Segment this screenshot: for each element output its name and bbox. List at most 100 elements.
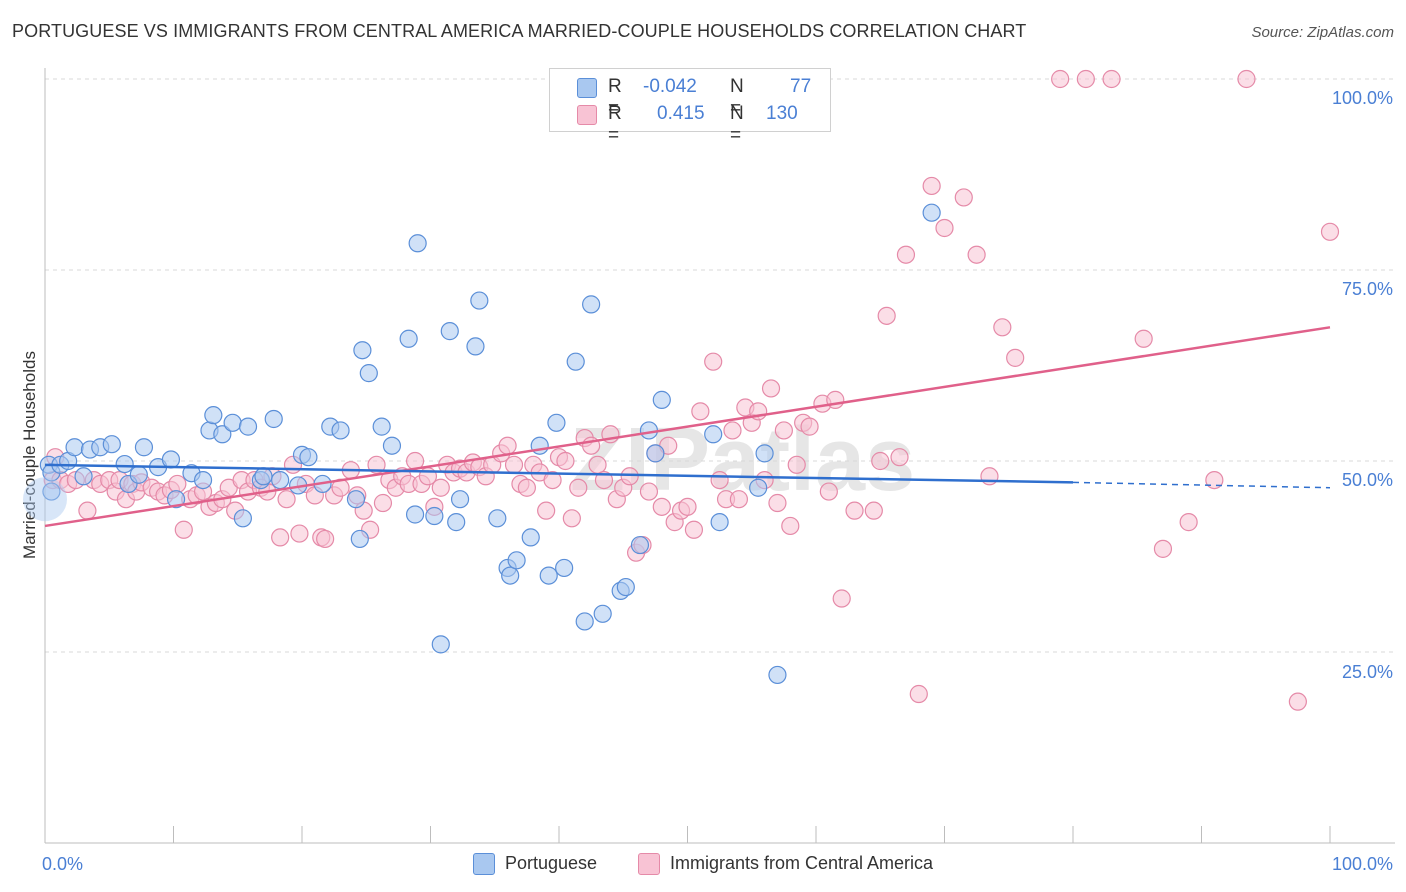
central-america-point [1051, 69, 1070, 89]
portuguese-point [450, 490, 470, 509]
central-america-point [723, 421, 742, 440]
central-america-point [1179, 513, 1198, 532]
central-america-point [504, 455, 524, 474]
portuguese-point [539, 566, 558, 585]
central-america-point [691, 402, 710, 421]
portuguese-point [115, 454, 134, 474]
portuguese-point [399, 329, 418, 348]
portuguese-point [299, 448, 318, 467]
central-america-point [954, 188, 973, 207]
portuguese-point [74, 467, 93, 486]
central-america-point [935, 218, 954, 238]
central-america-point [710, 471, 729, 490]
central-america-point [517, 478, 536, 497]
legend-r-value: -0.042 [643, 76, 697, 97]
central-america-point [1205, 471, 1224, 490]
portuguese-point [566, 352, 585, 371]
source-credit: Source: ZipAtlas.com [1251, 24, 1394, 41]
central-america-swatch [577, 105, 597, 125]
central-america-point [819, 482, 838, 501]
central-america-point [800, 417, 819, 436]
central-america-point [562, 509, 581, 528]
central-america-point [543, 471, 562, 490]
portuguese-point [350, 529, 369, 549]
central-america-point [174, 520, 193, 539]
legend-r-value: 0.415 [657, 103, 705, 124]
central-america-point [877, 306, 896, 325]
y-tick-label: 50.0% [1342, 470, 1393, 490]
portuguese-point [382, 436, 402, 455]
portuguese-point [755, 444, 774, 463]
portuguese-point [129, 465, 148, 484]
portuguese-point [582, 295, 601, 314]
central-america-point [1102, 69, 1121, 89]
portuguese-point [346, 490, 366, 509]
portuguese-point [646, 444, 665, 463]
portuguese-point [193, 471, 213, 490]
portuguese-point [555, 558, 574, 578]
portuguese-point [359, 364, 378, 383]
central-america-point [652, 497, 671, 516]
central-america-point [556, 451, 575, 471]
portuguese-point [65, 438, 84, 457]
central-america-point [967, 245, 986, 264]
portuguese-trend-line [44, 463, 1074, 484]
central-america-point [1134, 329, 1153, 348]
central-america-point [871, 451, 890, 471]
portuguese-point [447, 513, 466, 532]
x-tick-label: 0.0% [42, 854, 83, 874]
central-america-point [373, 493, 393, 513]
portuguese-point [768, 665, 787, 685]
central-america-point [367, 455, 386, 474]
legend-n-value: 130 [766, 103, 798, 124]
legend-n-label: N = [730, 103, 744, 146]
portuguese-point [264, 409, 283, 429]
portuguese-cluster-point [23, 477, 67, 522]
y-tick-label: 25.0% [1342, 662, 1393, 682]
central-america-point [787, 455, 806, 474]
portuguese-legend-label: Portuguese [505, 853, 598, 873]
stats-legend: R = -0.042 N = 77 R = 0.415 N = 130 [549, 68, 831, 146]
central-america-point [498, 436, 517, 455]
central-america-point [316, 529, 335, 549]
legend-n-label: N = [730, 76, 744, 119]
portuguese-point [238, 417, 258, 436]
central-america-point [768, 493, 787, 513]
portuguese-point [440, 322, 459, 341]
central-america-point [832, 589, 851, 608]
central-america-point [569, 478, 588, 497]
portuguese-point [408, 234, 427, 253]
portuguese-point [425, 506, 444, 526]
x-tick-label: 100.0% [1332, 854, 1393, 874]
central-america-point [78, 501, 97, 520]
portuguese-legend-swatch [473, 853, 495, 875]
portuguese-point [704, 425, 723, 444]
portuguese-point [575, 612, 594, 631]
portuguese-point [166, 490, 186, 509]
central-america-point [277, 490, 296, 509]
portuguese-point [530, 436, 549, 455]
portuguese-point [710, 513, 729, 532]
legend-r-label: R = [608, 76, 622, 119]
central-america-point [537, 501, 556, 520]
central-america-point [1237, 69, 1256, 89]
central-america-point [909, 684, 928, 704]
portuguese-point [488, 509, 507, 528]
y-tick-label: 100.0% [1332, 88, 1393, 108]
portuguese-point [42, 482, 61, 501]
legend-r-label: R = [608, 103, 622, 146]
central-america-point [168, 474, 187, 494]
central-america-legend-swatch [638, 853, 660, 875]
central-america-point [704, 352, 723, 371]
central-america-point [845, 501, 864, 520]
portuguese-point [102, 435, 121, 454]
portuguese-point [331, 421, 350, 440]
central-america-point [774, 421, 793, 440]
portuguese-trend-extension [1072, 481, 1331, 489]
portuguese-point [749, 478, 768, 497]
portuguese-point [431, 635, 450, 654]
central-america-point [896, 245, 916, 264]
central-america-point [271, 528, 290, 547]
portuguese-point [466, 337, 485, 356]
